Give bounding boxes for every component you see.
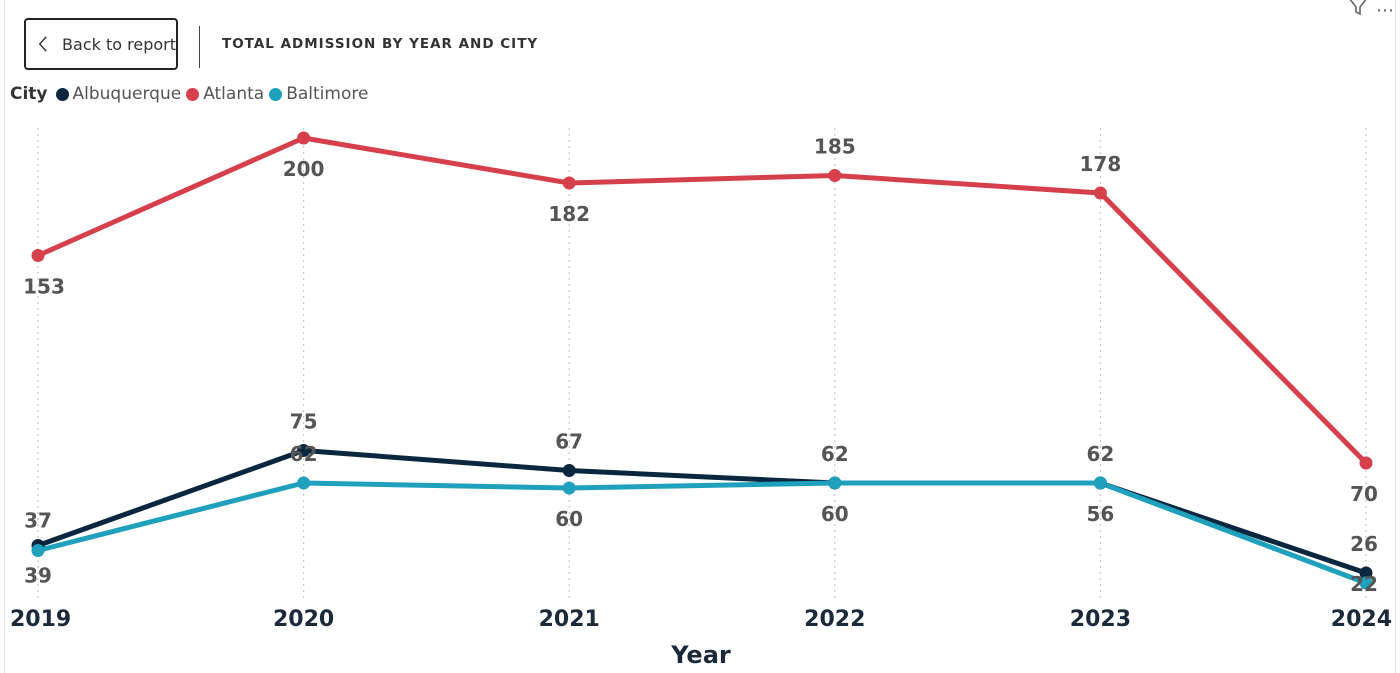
- legend-label-baltimore: Baltimore: [286, 84, 369, 104]
- data-label-atlanta-2021: 182: [548, 202, 590, 226]
- chart-legend: City Albuquerque Atlanta Baltimore: [10, 84, 373, 104]
- legend-item-albuquerque[interactable]: Albuquerque: [55, 84, 182, 104]
- data-label-atlanta-2020: 200: [283, 157, 325, 181]
- point-albuquerque-2020[interactable]: [297, 444, 311, 457]
- legend-label-atlanta: Atlanta: [203, 84, 265, 104]
- data-label-albuquerque-2022: 62: [821, 442, 849, 466]
- series-line-albuquerque[interactable]: [35, 448, 1369, 576]
- data-label-atlanta-2023: 178: [1080, 152, 1122, 176]
- point-atlanta-2022[interactable]: [828, 169, 842, 182]
- data-label-albuquerque-2021: 67: [555, 430, 583, 454]
- x-tick-2022: 2022: [804, 607, 865, 632]
- series-line-baltimore[interactable]: [35, 480, 1369, 586]
- title-separator: [199, 26, 200, 68]
- visual-header-icons: …: [1346, 0, 1394, 18]
- point-atlanta-2021[interactable]: [562, 176, 576, 190]
- data-label-albuquerque-2024: 26: [1350, 532, 1378, 556]
- data-label-baltimore-2024: 22: [1350, 572, 1378, 596]
- x-tick-2024: 2024: [1331, 607, 1392, 632]
- point-atlanta-2019[interactable]: [31, 249, 45, 262]
- data-label-atlanta-2022: 185: [814, 135, 856, 159]
- legend-item-baltimore[interactable]: Baltimore: [269, 84, 368, 104]
- chevron-left-icon: [38, 36, 47, 52]
- data-label-baltimore-2023: 56: [1086, 502, 1114, 526]
- back-to-report-button[interactable]: Back to report: [24, 18, 178, 70]
- point-baltimore-2023[interactable]: [1093, 476, 1107, 490]
- point-albuquerque-2024[interactable]: [1359, 566, 1373, 580]
- legend-title: City: [10, 84, 48, 104]
- point-atlanta-2020[interactable]: [297, 131, 311, 145]
- series-line-atlanta[interactable]: [35, 135, 1369, 466]
- point-baltimore-2022[interactable]: [828, 476, 842, 490]
- more-options-icon[interactable]: …: [1376, 0, 1394, 17]
- back-button-label: Back to report: [62, 34, 176, 54]
- data-label-atlanta-2019: 153: [23, 275, 65, 299]
- point-baltimore-2024[interactable]: [1359, 576, 1373, 590]
- data-label-baltimore-2021: 60: [555, 507, 583, 531]
- legend-item-atlanta[interactable]: Atlanta: [186, 84, 264, 104]
- data-label-baltimore-2022: 60: [821, 502, 849, 526]
- data-label-atlanta-2024: 70: [1350, 482, 1378, 506]
- page-title: TOTAL ADMISSION BY YEAR AND CITY: [222, 36, 539, 52]
- x-tick-2020: 2020: [273, 607, 334, 632]
- x-tick-2021: 2021: [539, 607, 600, 632]
- visual-frame: [4, 0, 1396, 673]
- point-baltimore-2021[interactable]: [562, 481, 576, 495]
- data-label-albuquerque-2019: 37: [24, 509, 52, 533]
- data-label-albuquerque-2020: 75: [290, 410, 318, 434]
- point-baltimore-2020[interactable]: [297, 476, 311, 490]
- data-label-albuquerque-2023: 62: [1086, 442, 1114, 466]
- data-label-baltimore-2020: 62: [290, 442, 318, 466]
- legend-label-albuquerque: Albuquerque: [72, 84, 182, 104]
- legend-dot-albuquerque: [55, 87, 69, 101]
- legend-dot-baltimore: [269, 87, 283, 101]
- point-albuquerque-2021[interactable]: [562, 464, 576, 477]
- point-atlanta-2024[interactable]: [1359, 456, 1373, 470]
- x-tick-2019: 2019: [10, 607, 71, 632]
- legend-dot-atlanta: [186, 87, 200, 101]
- x-tick-2023: 2023: [1070, 607, 1131, 632]
- filter-icon[interactable]: [1346, 0, 1370, 18]
- point-atlanta-2023[interactable]: [1093, 186, 1107, 200]
- point-baltimore-2019[interactable]: [31, 544, 45, 557]
- x-axis-title: Year: [670, 641, 731, 669]
- data-label-baltimore-2019: 39: [24, 564, 52, 588]
